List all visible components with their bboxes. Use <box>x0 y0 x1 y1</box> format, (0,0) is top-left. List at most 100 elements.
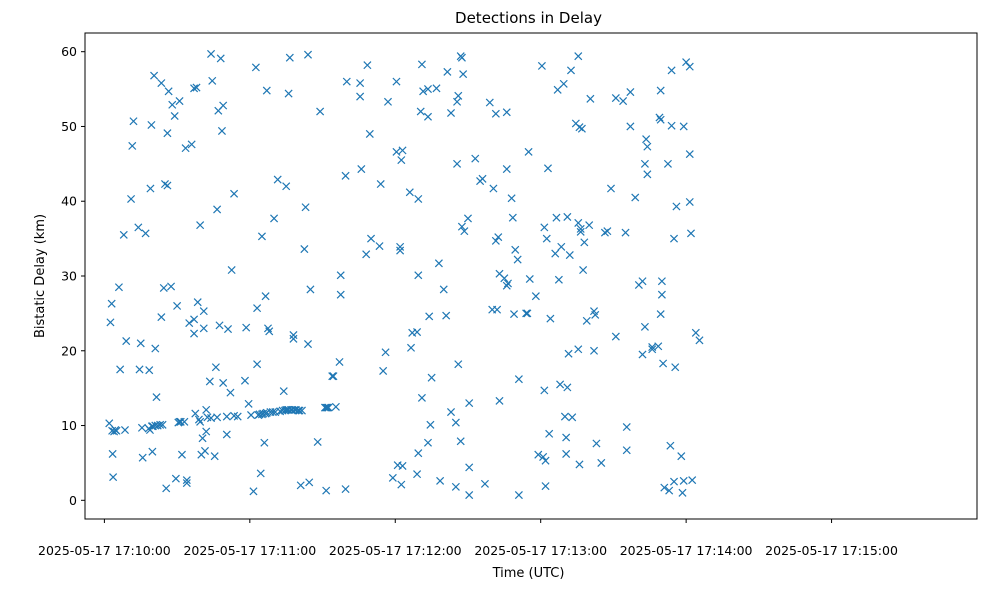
data-point <box>357 165 366 174</box>
data-point <box>182 479 191 488</box>
data-point <box>251 63 260 72</box>
data-point <box>392 147 401 156</box>
data-point <box>417 60 426 69</box>
data-point <box>575 460 584 469</box>
data-point <box>654 342 663 351</box>
data-point <box>233 412 242 421</box>
data-point <box>663 159 672 168</box>
data-point <box>300 245 309 254</box>
x-tick-label: 2025-05-17 17:15:00 <box>765 543 898 558</box>
data-point <box>159 283 168 292</box>
data-point <box>443 67 452 76</box>
data-point <box>227 265 236 275</box>
data-point <box>416 107 425 116</box>
data-point <box>576 224 585 233</box>
data-point <box>173 301 182 310</box>
data-point <box>112 426 121 435</box>
data-point <box>454 360 463 369</box>
data-point <box>289 331 298 340</box>
data-point <box>679 476 688 485</box>
data-point <box>191 409 200 418</box>
data-point <box>211 363 220 372</box>
data-point <box>147 120 156 129</box>
data-point <box>182 476 191 485</box>
data-point <box>643 142 652 151</box>
data-point <box>523 309 532 318</box>
data-point <box>562 449 571 458</box>
data-point <box>611 94 620 103</box>
data-point <box>362 250 371 259</box>
data-point <box>463 214 473 223</box>
data-point <box>677 452 686 461</box>
data-point <box>210 452 219 461</box>
data-point <box>495 396 504 405</box>
y-axis-label: Bistatic Delay (km) <box>33 214 48 338</box>
data-point <box>507 194 516 203</box>
data-point <box>129 117 138 126</box>
data-point <box>305 478 314 487</box>
data-point <box>392 77 401 86</box>
y-tick-label: 40 <box>61 194 77 209</box>
data-point <box>270 214 279 223</box>
data-point <box>603 227 612 236</box>
data-point <box>508 213 517 222</box>
data-point <box>262 86 271 95</box>
data-point <box>451 418 460 427</box>
data-point <box>672 202 681 211</box>
data-point <box>541 482 550 491</box>
data-point <box>170 111 179 121</box>
data-point <box>577 124 586 133</box>
x-tick-label: 2025-05-17 17:13:00 <box>474 543 607 558</box>
data-point <box>465 399 474 408</box>
data-point <box>282 182 291 191</box>
data-point <box>222 430 231 439</box>
data-point <box>579 265 588 275</box>
data-point <box>175 97 184 106</box>
data-point <box>177 450 186 459</box>
data-point <box>534 450 543 459</box>
data-point <box>631 193 640 202</box>
data-point <box>560 412 569 421</box>
data-point <box>485 98 494 107</box>
data-point <box>511 245 520 254</box>
data-point <box>105 419 114 428</box>
data-point <box>396 242 405 251</box>
data-point <box>306 285 315 294</box>
data-point <box>543 164 552 173</box>
data-point <box>397 480 406 489</box>
data-point <box>503 279 512 288</box>
data-point <box>253 304 262 313</box>
data-point <box>253 360 262 369</box>
data-point <box>457 53 466 62</box>
data-point <box>491 109 500 118</box>
data-point <box>199 324 208 333</box>
data-point <box>273 175 282 184</box>
data-point <box>556 380 565 389</box>
data-point <box>554 275 563 284</box>
data-point <box>656 310 665 319</box>
data-point <box>405 188 414 197</box>
data-point <box>190 84 199 93</box>
data-point <box>446 108 456 118</box>
data-point <box>215 321 224 330</box>
data-point <box>611 332 620 341</box>
data-point <box>279 387 288 396</box>
data-point <box>685 62 694 71</box>
data-point <box>145 366 154 375</box>
data-point <box>379 366 388 375</box>
data-point <box>446 408 456 417</box>
data-point <box>685 150 694 159</box>
data-point <box>679 122 688 131</box>
data-point <box>376 180 385 189</box>
data-point <box>540 223 549 232</box>
data-point <box>331 402 340 411</box>
data-point <box>522 309 531 318</box>
data-point <box>200 446 210 455</box>
data-point <box>592 439 601 448</box>
data-point <box>297 406 306 415</box>
data-point <box>514 375 523 384</box>
data-point <box>454 91 463 100</box>
data-point <box>322 486 331 495</box>
data-point <box>419 87 428 96</box>
